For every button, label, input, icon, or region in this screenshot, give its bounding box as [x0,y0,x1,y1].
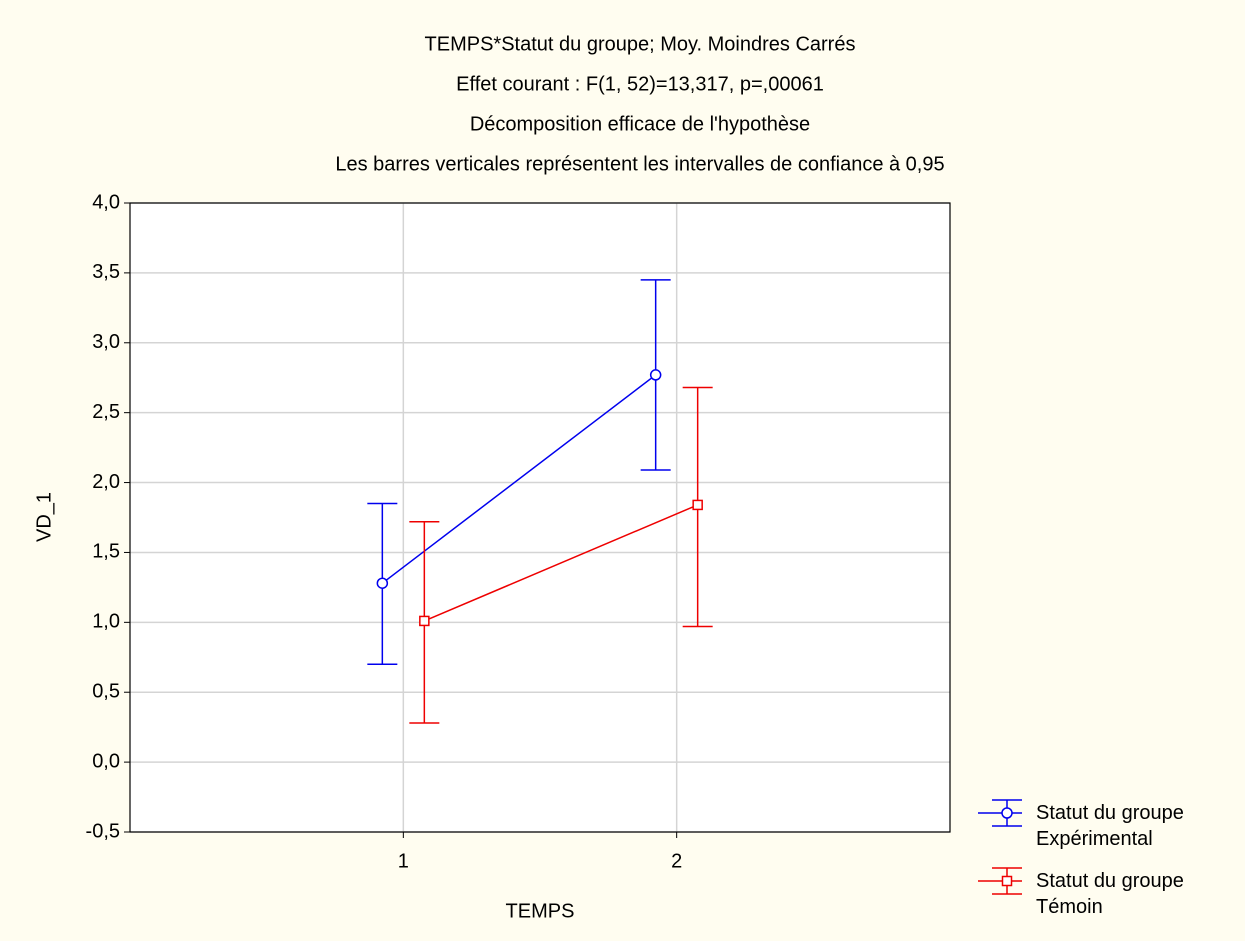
marker [1001,807,1013,819]
y-tick-label: 4,0 [92,191,120,213]
chart-title: Les barres verticales représentent les i… [335,153,944,175]
y-tick-label: 2,0 [92,471,120,493]
plot-area [130,203,950,832]
chart-title: TEMPS*Statut du groupe; Moy. Moindres Ca… [425,33,856,55]
y-tick-label: 1,5 [92,541,120,563]
series-line [424,504,698,622]
y-tick-label: 3,0 [92,331,120,353]
y-tick-label: 0,5 [92,681,120,703]
legend-symbol [978,867,1022,895]
y-tick-label: -0,5 [86,820,120,842]
plot-border [129,202,951,833]
chart-title: Décomposition efficace de l'hypothèse [470,113,810,135]
marker [419,615,430,627]
legend-symbol [978,799,1022,827]
series-line [381,374,657,584]
marker [376,577,389,589]
legend-label: Statut du groupe Expérimental [1036,802,1184,850]
y-tick-label: 3,5 [92,261,120,283]
marker [692,499,703,511]
y-axis-label: VD_1 [33,492,55,542]
y-tick-label: 2,5 [92,401,120,423]
x-tick-label: 2 [671,850,682,872]
marker [649,369,662,381]
x-tick-label: 1 [398,850,409,872]
chart-title: Effet courant : F(1, 52)=13,317, p=,0006… [456,73,824,95]
y-tick-label: 0,0 [92,750,120,772]
x-axis-label: TEMPS [506,900,575,922]
legend-label: Statut du groupe Témoin [1036,870,1184,918]
y-tick-label: 1,0 [92,611,120,633]
marks [367,279,713,724]
marker [1001,875,1013,887]
